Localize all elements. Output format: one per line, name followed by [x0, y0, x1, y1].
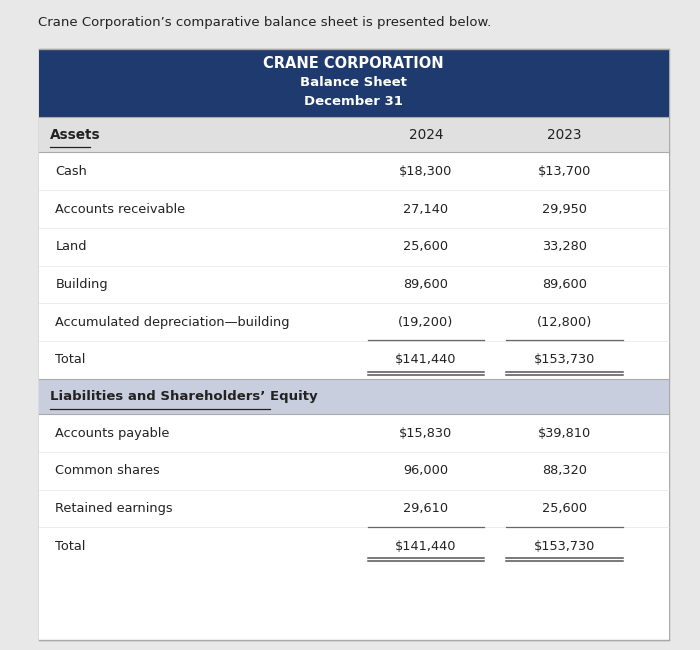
- Text: December 31: December 31: [304, 96, 403, 109]
- Text: 96,000: 96,000: [403, 464, 449, 477]
- Text: (19,200): (19,200): [398, 316, 454, 329]
- Text: 29,610: 29,610: [403, 502, 449, 515]
- Text: $18,300: $18,300: [399, 165, 453, 178]
- Text: Accounts payable: Accounts payable: [55, 426, 169, 439]
- Text: $13,700: $13,700: [538, 165, 592, 178]
- Text: $153,730: $153,730: [534, 354, 595, 367]
- Text: $153,730: $153,730: [534, 540, 595, 552]
- Text: CRANE CORPORATION: CRANE CORPORATION: [263, 57, 444, 72]
- Text: 25,600: 25,600: [403, 240, 449, 254]
- Text: Retained earnings: Retained earnings: [55, 502, 173, 515]
- Text: Crane Corporation’s comparative balance sheet is presented below.: Crane Corporation’s comparative balance …: [38, 16, 491, 29]
- Text: Balance Sheet: Balance Sheet: [300, 77, 407, 89]
- Text: Accumulated depreciation—building: Accumulated depreciation—building: [55, 316, 290, 329]
- Text: 25,600: 25,600: [542, 502, 587, 515]
- Text: Total: Total: [55, 540, 85, 552]
- Text: 2024: 2024: [409, 128, 443, 142]
- Text: 29,950: 29,950: [542, 203, 587, 216]
- Text: Total: Total: [55, 354, 85, 367]
- Text: 88,320: 88,320: [542, 464, 587, 477]
- Text: Cash: Cash: [55, 165, 88, 178]
- Text: 27,140: 27,140: [403, 203, 449, 216]
- Text: Common shares: Common shares: [55, 464, 160, 477]
- Text: 89,600: 89,600: [403, 278, 449, 291]
- Text: $141,440: $141,440: [395, 354, 456, 367]
- Text: Building: Building: [55, 278, 108, 291]
- Text: 33,280: 33,280: [542, 240, 587, 254]
- Text: $15,830: $15,830: [399, 426, 453, 439]
- Text: $39,810: $39,810: [538, 426, 592, 439]
- Text: Accounts receivable: Accounts receivable: [55, 203, 186, 216]
- Text: (12,800): (12,800): [537, 316, 592, 329]
- Text: $141,440: $141,440: [395, 540, 456, 552]
- Text: Land: Land: [55, 240, 87, 254]
- Text: Assets: Assets: [50, 128, 100, 142]
- Text: 2023: 2023: [547, 128, 582, 142]
- Text: Liabilities and Shareholders’ Equity: Liabilities and Shareholders’ Equity: [50, 390, 317, 403]
- Text: 89,600: 89,600: [542, 278, 587, 291]
